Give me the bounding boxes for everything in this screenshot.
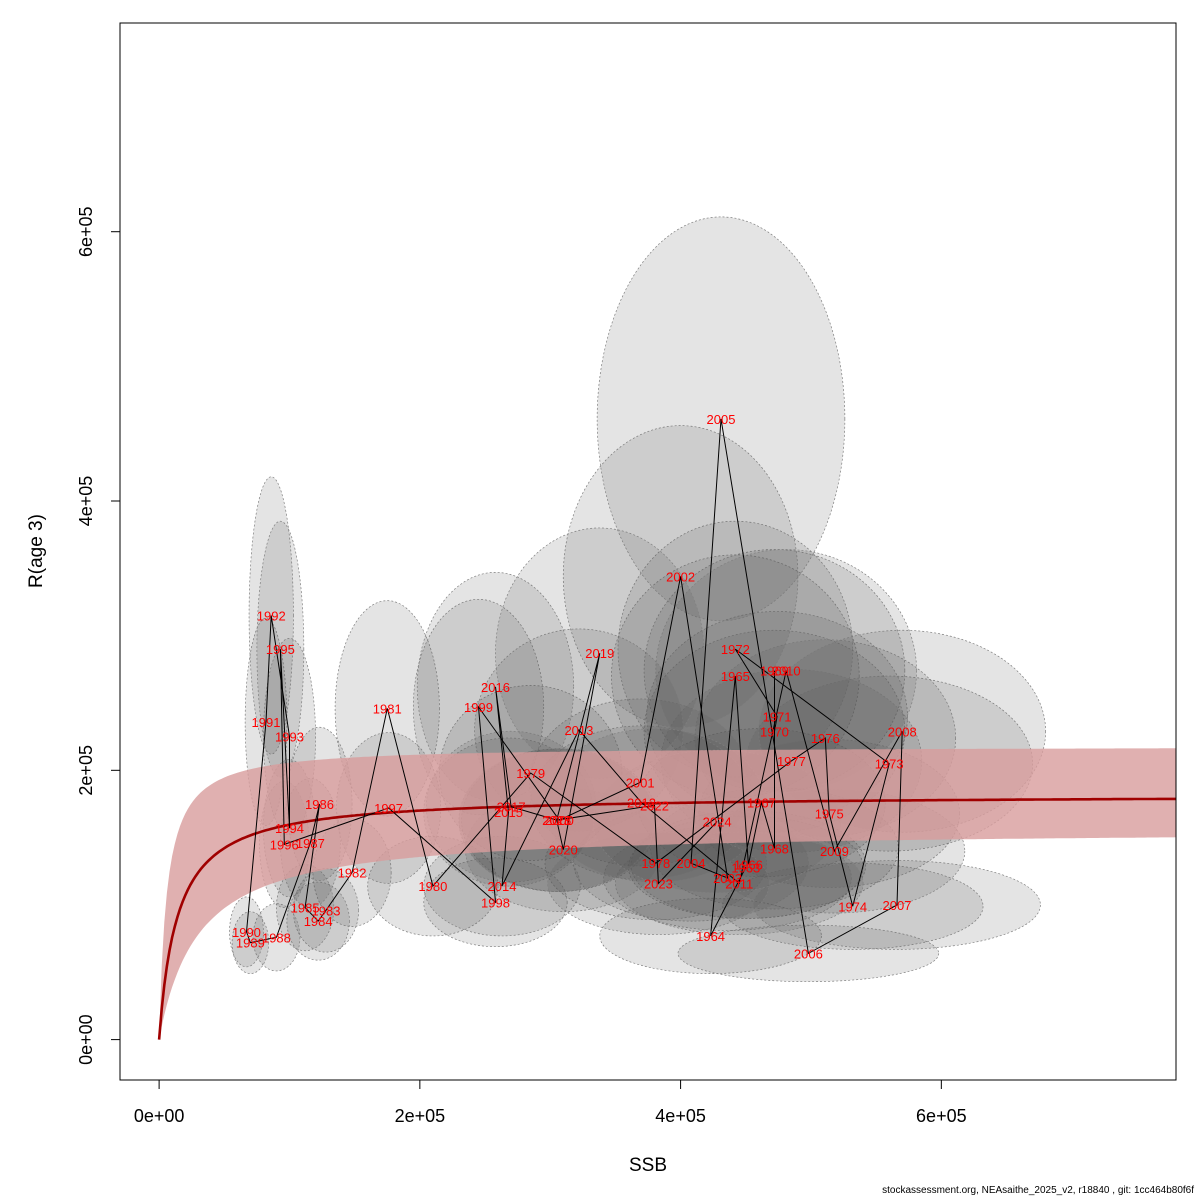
x-tick-label: 6e+05	[916, 1106, 967, 1126]
year-label-2002: 2002	[666, 569, 695, 584]
year-label-1993: 1993	[275, 730, 304, 745]
year-label-1986: 1986	[305, 797, 334, 812]
year-label-1984: 1984	[304, 914, 333, 929]
y-axis: 0e+00 2e+05 4e+05 6e+05	[76, 206, 121, 1065]
year-label-1971: 1971	[763, 709, 792, 724]
y-tick-label: 2e+05	[76, 745, 96, 796]
year-label-2000: 2000	[545, 813, 574, 828]
year-label-1996: 1996	[270, 837, 299, 852]
year-label-2011: 2011	[725, 876, 753, 891]
year-label-1967: 1967	[747, 796, 776, 811]
year-label-1999: 1999	[464, 700, 493, 715]
year-label-2016: 2016	[481, 680, 510, 695]
year-label-1973: 1973	[875, 757, 904, 772]
year-label-1974: 1974	[838, 899, 867, 914]
year-label-1997: 1997	[374, 801, 403, 816]
year-label-1968: 1968	[760, 841, 789, 856]
year-label-2024: 2024	[703, 814, 732, 829]
year-label-1970: 1970	[760, 724, 789, 739]
fit-curve-line	[157, 797, 1176, 1040]
y-tick-label: 0e+00	[76, 1014, 96, 1065]
year-label-2008: 2008	[888, 724, 917, 739]
year-label-1978: 1978	[641, 856, 670, 871]
fit-curve	[157, 797, 1176, 1040]
year-label-1988: 1988	[262, 930, 291, 945]
year-label-2022: 2022	[640, 798, 669, 813]
year-label-1985: 1985	[291, 901, 320, 916]
year-label-2023: 2023	[644, 876, 673, 891]
year-label-1963: 1963	[731, 860, 760, 875]
year-label-2006: 2006	[794, 946, 823, 961]
year-label-1965: 1965	[721, 669, 750, 684]
year-label-1979: 1979	[516, 766, 545, 781]
year-label-2007: 2007	[883, 898, 912, 913]
year-label-1990: 1990	[232, 925, 261, 940]
year-label-1981: 1981	[373, 701, 402, 716]
year-label-2005: 2005	[707, 412, 736, 427]
year-label-1998: 1998	[481, 895, 510, 910]
year-label-1992: 1992	[257, 608, 286, 623]
fit-band-area	[159, 748, 1176, 1040]
year-label-2020: 2020	[549, 843, 578, 858]
year-label-1976: 1976	[811, 731, 840, 746]
year-label-2019: 2019	[585, 646, 614, 661]
x-axis-title: SSB	[629, 1155, 667, 1176]
year-label-1987: 1987	[296, 836, 325, 851]
year-label-2013: 2013	[564, 723, 593, 738]
year-label-1982: 1982	[338, 866, 367, 881]
y-tick-label: 6e+05	[76, 206, 96, 257]
year-label-2021: 2021	[542, 813, 571, 828]
year-label-2014: 2014	[488, 879, 517, 894]
year-path-line	[245, 418, 903, 955]
year-label-1991: 1991	[252, 715, 281, 730]
year-label-2012: 2012	[627, 796, 656, 811]
year-label-2001: 2001	[626, 775, 655, 790]
year-label-1980: 1980	[418, 879, 447, 894]
x-tick-label: 0e+00	[134, 1106, 185, 1126]
x-tick-label: 2e+05	[395, 1106, 446, 1126]
year-label-2010: 2010	[772, 664, 801, 679]
year-label-2018: 2018	[542, 813, 571, 828]
y-tick-label: 4e+05	[76, 476, 96, 527]
year-label-2004: 2004	[677, 856, 706, 871]
year-label-1972: 1972	[721, 642, 750, 657]
x-tick-label: 4e+05	[655, 1106, 706, 1126]
year-label-2009: 2009	[820, 844, 849, 859]
year-label-2015: 2015	[494, 805, 523, 820]
year-label-1994: 1994	[275, 821, 304, 836]
y-axis-title: R(age 3)	[26, 514, 47, 588]
year-label-1983: 1983	[312, 903, 341, 918]
fit-confidence-band	[159, 748, 1176, 1040]
year-label-1989: 1989	[236, 936, 265, 951]
year-label-1975: 1975	[815, 806, 844, 821]
year-path	[245, 418, 903, 955]
year-label-2003: 2003	[713, 871, 742, 886]
footer-caption: stockassessment.org, NEAsaithe_2025_v2, …	[882, 1185, 1194, 1196]
year-label-1966: 1966	[734, 858, 763, 873]
year-label-1977: 1977	[777, 754, 806, 769]
year-label-1995: 1995	[266, 642, 295, 657]
year-label-1969: 1969	[760, 664, 789, 679]
year-label-2017: 2017	[497, 800, 526, 815]
x-axis: 0e+00 2e+05 4e+05 6e+05	[134, 1079, 967, 1126]
year-label-1964: 1964	[696, 929, 725, 944]
